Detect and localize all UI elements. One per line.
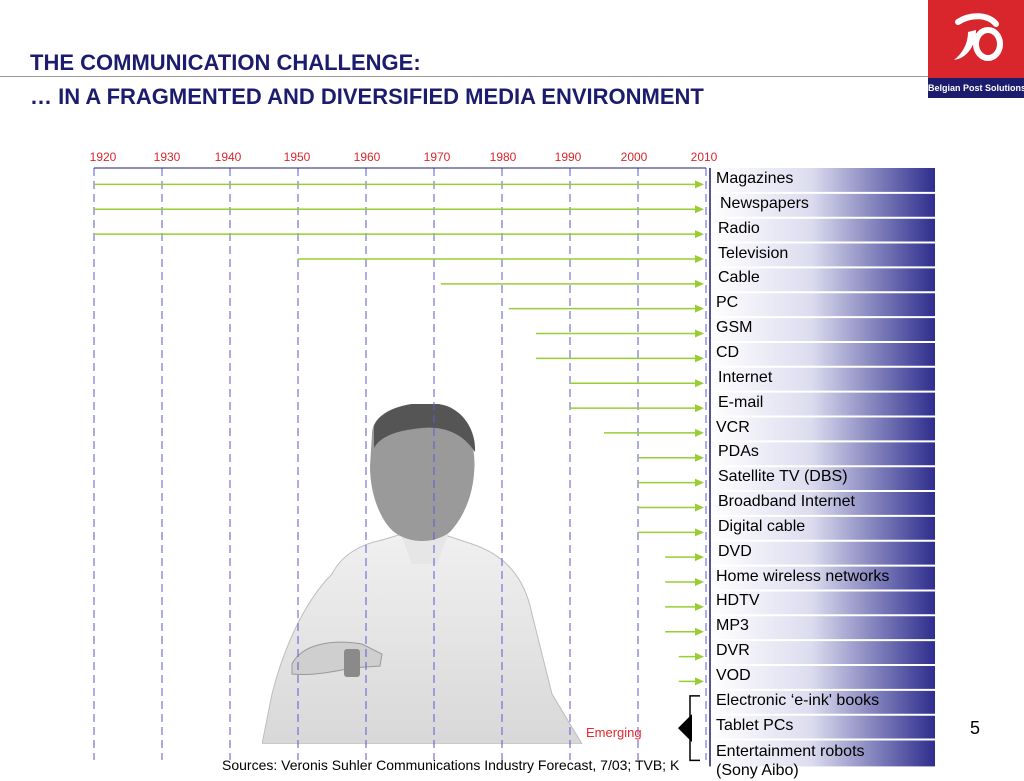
media-label: E-mail [718,393,764,411]
slide-title-line1: THE COMMUNICATION CHALLENGE: [30,50,421,75]
media-label: Tablet PCs [716,716,794,734]
sources-footnote: Sources: Veronis Suhler Communications I… [222,757,680,773]
logo-caption: Belgian Post Solutions [928,78,1024,98]
year-label-1960: 1960 [354,150,381,164]
arrow-head-6 [695,329,704,338]
media-label: Entertainment robots (Sony Aibo) [716,742,865,779]
arrow-head-9 [695,404,704,413]
arrow-head-5 [695,304,704,313]
media-label: Radio [718,219,760,237]
year-label-1980: 1980 [490,150,517,164]
media-label: Internet [718,368,773,386]
arrow-head-15 [695,553,704,562]
media-label: Electronic ‘e-ink' books [716,691,880,709]
post-horn-icon [954,13,1003,61]
year-label-1970: 1970 [424,150,451,164]
media-label: Home wireless networks [716,567,890,585]
arrow-head-18 [695,627,704,636]
year-label-2000: 2000 [621,150,648,164]
slide-title-line2: … IN A FRAGMENTED AND DIVERSIFIED MEDIA … [30,84,704,109]
media-label: HDTV [716,592,760,610]
arrow-head-8 [695,379,704,388]
media-label: Television [718,244,789,262]
arrow-head-16 [695,578,704,587]
media-label: Cable [718,269,760,287]
year-label-1990: 1990 [555,150,582,164]
year-label-1920: 1920 [90,150,117,164]
media-label: Magazines [716,170,794,187]
arrow-head-1 [695,205,704,214]
arrow-head-10 [695,428,704,437]
media-label: CD [716,343,740,361]
media-label: VOD [716,667,751,684]
arrow-head-17 [695,602,704,611]
arrow-head-4 [695,279,704,288]
arrow-head-12 [695,478,704,487]
arrow-head-2 [695,230,704,239]
emerging-pointer [678,714,692,743]
media-label: DVR [716,642,750,660]
arrow-head-19 [695,652,704,661]
media-label: VCR [716,418,750,436]
media-label: Broadband Internet [718,493,855,511]
brand-logo: Belgian Post Solutions [928,0,1024,98]
media-label: GSM [716,319,753,337]
media-label: Digital cable [718,517,806,535]
year-label-1950: 1950 [284,150,311,164]
page-number: 5 [970,718,981,738]
arrow-head-14 [695,528,704,537]
year-label-2010: 2010 [691,150,718,164]
media-label: MP3 [716,617,749,635]
arrow-head-0 [695,180,704,189]
year-label-1940: 1940 [215,150,242,164]
arrow-head-11 [695,453,704,462]
header-rule [0,76,928,77]
arrow-head-3 [695,254,704,263]
arrow-head-13 [695,503,704,512]
media-label: PDAs [718,443,759,461]
arrow-head-7 [695,354,704,363]
media-label: Newspapers [720,194,809,212]
media-label: Satellite TV (DBS) [718,468,848,486]
arrow-head-20 [695,677,704,686]
media-label: DVD [718,542,752,560]
emerging-label: Emerging [586,725,642,740]
year-label-1930: 1930 [154,150,181,164]
media-label: PC [716,294,739,312]
